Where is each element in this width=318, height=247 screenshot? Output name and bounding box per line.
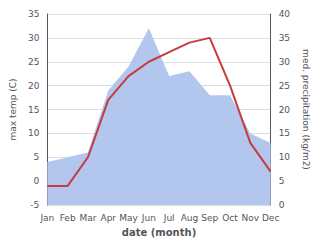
svg-text:Feb: Feb bbox=[60, 213, 76, 223]
svg-text:20: 20 bbox=[279, 105, 291, 115]
svg-text:0: 0 bbox=[34, 176, 40, 186]
svg-text:10: 10 bbox=[28, 128, 40, 138]
svg-text:Sep: Sep bbox=[201, 213, 218, 223]
svg-text:0: 0 bbox=[279, 200, 285, 210]
svg-text:date (month): date (month) bbox=[122, 227, 196, 238]
svg-text:Jan: Jan bbox=[39, 213, 54, 223]
svg-text:med. precipitation (kg/m2): med. precipitation (kg/m2) bbox=[301, 49, 311, 170]
svg-text:20: 20 bbox=[28, 81, 40, 91]
svg-text:Apr: Apr bbox=[100, 213, 116, 223]
svg-text:Aug: Aug bbox=[181, 213, 199, 223]
svg-text:Mar: Mar bbox=[79, 213, 96, 223]
svg-text:5: 5 bbox=[34, 152, 40, 162]
svg-text:10: 10 bbox=[279, 152, 291, 162]
svg-text:35: 35 bbox=[279, 33, 290, 43]
svg-text:Jun: Jun bbox=[141, 213, 156, 223]
svg-text:Nov: Nov bbox=[242, 213, 260, 223]
svg-text:max temp (C): max temp (C) bbox=[8, 78, 18, 140]
svg-text:25: 25 bbox=[28, 57, 39, 67]
svg-text:15: 15 bbox=[279, 128, 290, 138]
svg-text:30: 30 bbox=[279, 57, 291, 67]
svg-text:-5: -5 bbox=[30, 200, 39, 210]
svg-text:Oct: Oct bbox=[222, 213, 238, 223]
svg-text:40: 40 bbox=[279, 9, 291, 19]
svg-text:May: May bbox=[119, 213, 138, 223]
svg-text:35: 35 bbox=[28, 9, 39, 19]
svg-text:30: 30 bbox=[28, 33, 40, 43]
svg-text:15: 15 bbox=[28, 105, 39, 115]
svg-text:Dec: Dec bbox=[262, 213, 279, 223]
svg-text:Jul: Jul bbox=[163, 213, 175, 223]
svg-text:5: 5 bbox=[279, 176, 285, 186]
svg-text:25: 25 bbox=[279, 81, 290, 91]
